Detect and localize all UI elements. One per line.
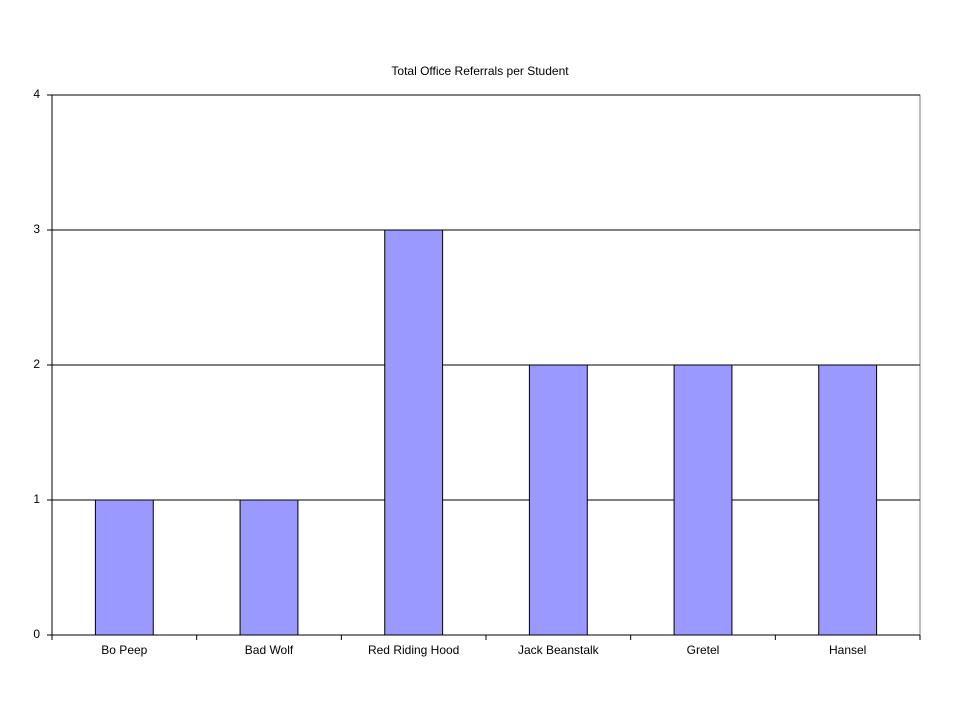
bar — [673, 364, 733, 636]
y-tick-label: 0 — [33, 627, 40, 641]
x-tick-label: Bad Wolf — [245, 643, 294, 657]
bar — [818, 364, 878, 636]
chart-title: Total Office Referrals per Student — [391, 64, 569, 78]
y-tick-label: 3 — [33, 222, 40, 236]
x-tick-label: Red Riding Hood — [368, 643, 459, 657]
bar — [94, 499, 154, 636]
y-tick-label: 1 — [33, 492, 40, 506]
x-tick-label: Hansel — [829, 643, 866, 657]
bar — [239, 499, 299, 636]
x-tick-label: Bo Peep — [101, 643, 147, 657]
y-tick-label: 4 — [33, 87, 40, 101]
bar — [528, 364, 588, 636]
bar — [384, 229, 444, 636]
x-tick-label: Gretel — [687, 643, 720, 657]
x-tick-label: Jack Beanstalk — [518, 643, 600, 657]
y-tick-label: 2 — [33, 357, 40, 371]
